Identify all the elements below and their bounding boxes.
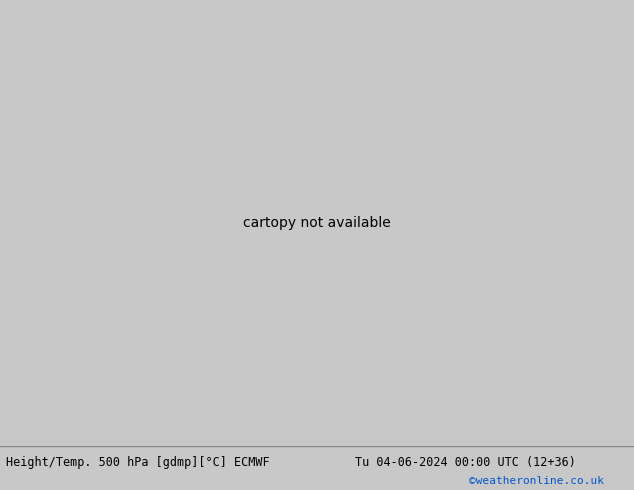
Text: cartopy not available: cartopy not available <box>243 216 391 230</box>
Text: Tu 04-06-2024 00:00 UTC (12+36): Tu 04-06-2024 00:00 UTC (12+36) <box>355 456 576 469</box>
Text: ©weatheronline.co.uk: ©weatheronline.co.uk <box>469 476 604 486</box>
Text: Height/Temp. 500 hPa [gdmp][°C] ECMWF: Height/Temp. 500 hPa [gdmp][°C] ECMWF <box>6 456 270 469</box>
